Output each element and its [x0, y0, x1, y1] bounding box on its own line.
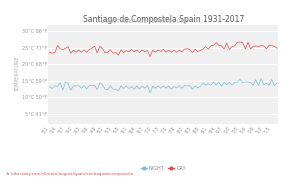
- Text: AUGUST AVERAGE TEMPERATURE: AUGUST AVERAGE TEMPERATURE: [97, 19, 187, 24]
- Text: ★ hikersbay.com/climate/august/spain/santiagodecompostela: ★ hikersbay.com/climate/august/spain/san…: [6, 172, 133, 176]
- Title: Santiago de Compostela Spain 1931-2017: Santiago de Compostela Spain 1931-2017: [83, 15, 244, 24]
- Legend: NIGHT, DAY: NIGHT, DAY: [139, 164, 188, 173]
- Y-axis label: TEMPERATURE: TEMPERATURE: [15, 57, 20, 92]
